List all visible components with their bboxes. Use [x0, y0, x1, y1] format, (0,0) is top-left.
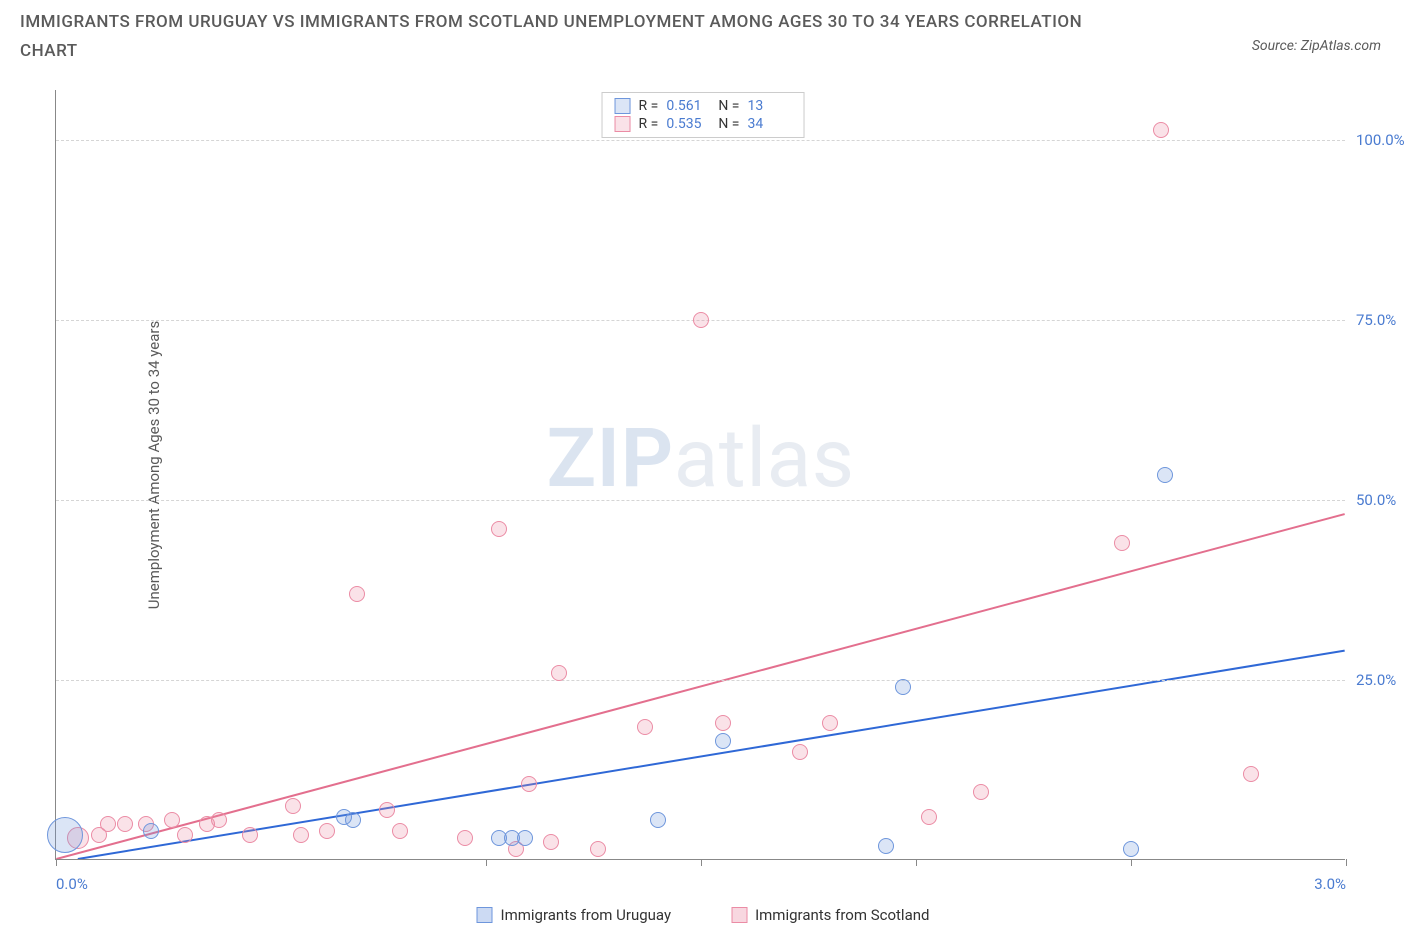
swatch-icon — [615, 98, 631, 114]
bottom-legend: Immigrants from Uruguay Immigrants from S… — [477, 906, 930, 924]
stats-row: R = 0.535 N = 34 — [615, 115, 792, 133]
scatter-point — [100, 816, 116, 832]
scatter-point — [895, 679, 911, 695]
scatter-point — [319, 823, 335, 839]
y-tick-label: 100.0% — [1356, 131, 1405, 149]
stat-value-n: 34 — [747, 116, 791, 132]
scatter-point — [693, 312, 709, 328]
scatter-point — [285, 798, 301, 814]
scatter-point — [637, 719, 653, 735]
x-tick-label: 0.0% — [56, 875, 88, 893]
swatch-icon — [615, 116, 631, 132]
trend-line — [78, 651, 1345, 859]
scatter-point — [543, 834, 559, 850]
gridline — [56, 140, 1345, 141]
scatter-point — [379, 802, 395, 818]
scatter-point — [211, 812, 227, 828]
scatter-point — [715, 715, 731, 731]
swatch-icon — [731, 907, 747, 923]
x-tick — [916, 859, 917, 866]
legend-item: Immigrants from Uruguay — [477, 906, 672, 924]
scatter-point — [1114, 535, 1130, 551]
scatter-point — [293, 827, 309, 843]
scatter-point — [143, 823, 159, 839]
scatter-point — [349, 586, 365, 602]
x-tick — [486, 859, 487, 866]
scatter-point — [590, 841, 606, 857]
gridline — [56, 680, 1345, 681]
y-tick-label: 50.0% — [1356, 491, 1396, 509]
scatter-point — [1157, 467, 1173, 483]
trend-line — [56, 514, 1344, 859]
watermark-zip: ZIP — [546, 411, 673, 507]
x-tick — [701, 859, 702, 866]
x-tick-label: 3.0% — [1314, 875, 1346, 893]
x-tick — [56, 859, 57, 866]
scatter-point — [921, 809, 937, 825]
scatter-point — [392, 823, 408, 839]
stats-legend-box: R = 0.561 N = 13 R = 0.535 N = 34 — [602, 92, 805, 138]
legend-label: Immigrants from Scotland — [755, 906, 929, 924]
trend-lines-layer — [56, 90, 1345, 859]
stat-value-r: 0.535 — [666, 116, 710, 132]
scatter-point — [517, 830, 533, 846]
scatter-point — [551, 665, 567, 681]
chart-title: IMMIGRANTS FROM URUGUAY VS IMMIGRANTS FR… — [20, 8, 1120, 66]
stat-label-r: R = — [639, 116, 659, 132]
scatter-point — [164, 812, 180, 828]
scatter-point — [491, 521, 507, 537]
plot-area: ZIPatlas 25.0%50.0%75.0%100.0%0.0%3.0% — [55, 90, 1345, 860]
scatter-point — [792, 744, 808, 760]
scatter-point — [117, 816, 133, 832]
scatter-point — [878, 838, 894, 854]
scatter-point — [1153, 122, 1169, 138]
scatter-point — [242, 827, 258, 843]
scatter-point — [715, 733, 731, 749]
scatter-point — [47, 817, 83, 853]
watermark: ZIPatlas — [546, 411, 854, 507]
chart-source: Source: ZipAtlas.com — [1252, 38, 1381, 54]
scatter-point — [521, 776, 537, 792]
stat-label-n: N = — [718, 116, 739, 132]
swatch-icon — [477, 907, 493, 923]
gridline — [56, 500, 1345, 501]
y-tick-label: 75.0% — [1356, 311, 1396, 329]
scatter-point — [1243, 766, 1259, 782]
x-tick — [1131, 859, 1132, 866]
x-tick — [1346, 859, 1347, 866]
scatter-point — [457, 830, 473, 846]
scatter-point — [1123, 841, 1139, 857]
scatter-point — [177, 827, 193, 843]
y-tick-label: 25.0% — [1356, 671, 1396, 689]
watermark-atlas: atlas — [674, 411, 855, 507]
legend-item: Immigrants from Scotland — [731, 906, 929, 924]
scatter-point — [345, 812, 361, 828]
stat-value-n: 13 — [747, 98, 791, 114]
scatter-point — [650, 812, 666, 828]
scatter-point — [822, 715, 838, 731]
stats-row: R = 0.561 N = 13 — [615, 97, 792, 115]
scatter-point — [973, 784, 989, 800]
legend-label: Immigrants from Uruguay — [501, 906, 672, 924]
stat-label-n: N = — [718, 98, 739, 114]
stat-label-r: R = — [639, 98, 659, 114]
stat-value-r: 0.561 — [666, 98, 710, 114]
